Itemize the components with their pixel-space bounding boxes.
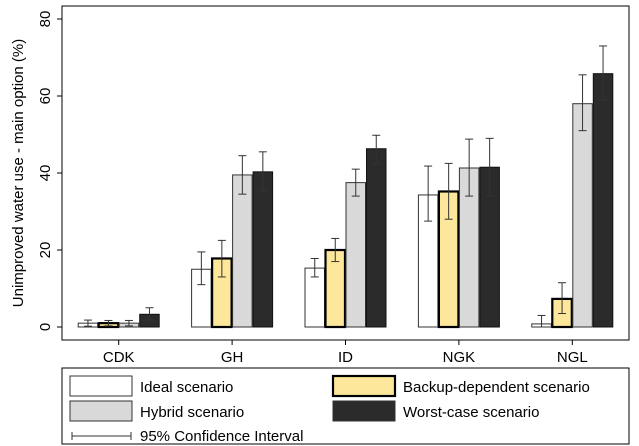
legend-swatch: [331, 374, 397, 398]
x-tick-label: GH: [221, 349, 244, 366]
y-tick-label: 0: [37, 323, 54, 331]
x-tick-label: CDK: [103, 349, 135, 366]
legend-swatch: [69, 400, 133, 422]
y-axis-title: Unimproved water use - main option (%): [10, 39, 27, 307]
legend-label: Ideal scenario: [140, 379, 233, 396]
bar-hybrid-scenario: [572, 103, 593, 328]
y-tick-label: 40: [37, 165, 54, 182]
bar-hybrid-scenario: [232, 174, 253, 328]
legend-label: Worst-case scenario: [403, 404, 539, 421]
y-tick-label: 20: [37, 242, 54, 259]
y-tick-label: 60: [37, 88, 54, 105]
x-tick-label: NGL: [557, 349, 588, 366]
error-bars: [83, 45, 608, 328]
bar-hybrid-scenario: [345, 182, 366, 328]
y-axis: 0 20 40 60 80: [37, 11, 62, 331]
legend: Ideal scenario Backup-dependent scenario H…: [61, 367, 630, 445]
bar-worst-case-scenario: [252, 171, 274, 328]
bar-worst-case-scenario: [366, 148, 387, 328]
legend-ci-label: 95% Confidence Interval: [140, 428, 303, 445]
x-tick-label: ID: [338, 349, 353, 366]
legend-swatch: [332, 400, 396, 422]
legend-swatch: [69, 375, 133, 397]
bar-worst-case-scenario: [592, 73, 614, 328]
x-tick-label: NGK: [443, 349, 476, 366]
legend-label: Backup-dependent scenario: [403, 379, 590, 396]
legend-label: Hybrid scenario: [140, 404, 244, 421]
y-tick-label: 80: [37, 11, 54, 28]
x-axis: CDK GH ID NGK NGL: [103, 340, 588, 366]
